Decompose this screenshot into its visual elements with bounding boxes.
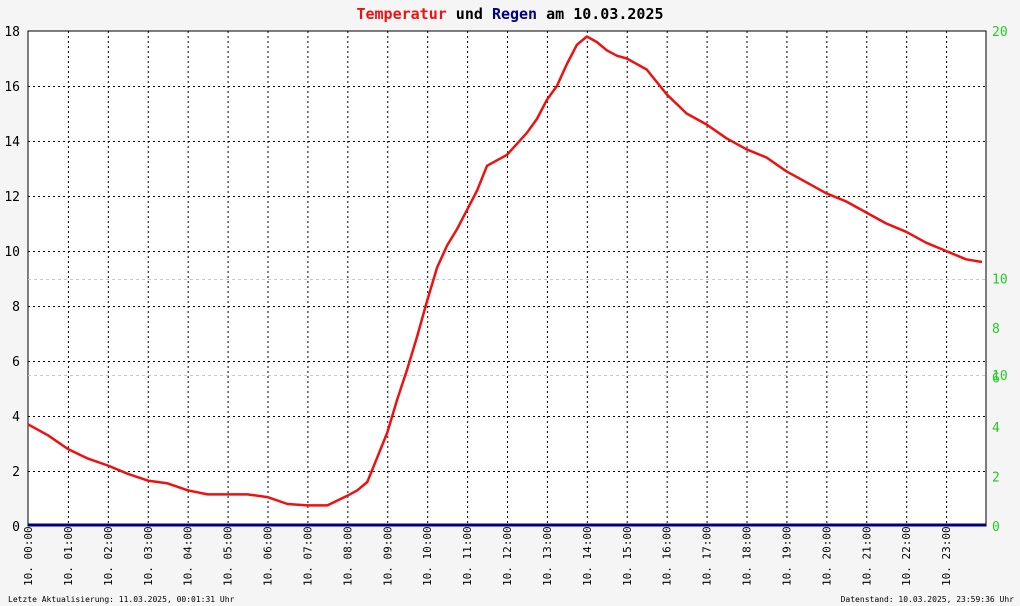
title-regen: Regen	[492, 5, 537, 23]
x-tick-label: 10. 07:00	[301, 526, 314, 586]
x-tick-label: 10. 23:00	[940, 526, 953, 586]
x-tick-label: 10. 15:00	[621, 526, 634, 586]
x-tick-label: 10. 04:00	[182, 526, 195, 586]
y-left-tick-label: 14	[4, 135, 20, 150]
y-right-tick-label: 10	[992, 369, 1008, 384]
x-tick-label: 10. 18:00	[741, 526, 754, 586]
y-left-tick-label: 10	[4, 245, 20, 260]
y-right-tick-label: 8	[992, 322, 1000, 337]
y-left-tick-label: 0	[12, 520, 20, 535]
chart-title: Temperatur und Regen am 10.03.2025	[356, 5, 663, 23]
title-temperatur: Temperatur	[356, 5, 446, 23]
title-date: am 10.03.2025	[537, 5, 663, 23]
x-tick-label: 10. 13:00	[541, 526, 554, 586]
x-tick-label: 10. 19:00	[780, 526, 793, 586]
grid	[28, 31, 986, 526]
y-left-tick-label: 2	[12, 465, 20, 480]
y-right-tick-label: 2	[992, 471, 1000, 486]
y-right-tick-label: 20	[992, 25, 1008, 40]
footer-right: Datenstand: 10.03.2025, 23:59:36 Uhr	[841, 595, 1015, 604]
y-left-tick-label: 18	[4, 25, 20, 40]
plot-area	[27, 30, 987, 527]
x-tick-label: 10. 03:00	[142, 526, 155, 586]
x-tick-label: 10. 00:00	[22, 526, 35, 586]
y-left-tick-label: 16	[4, 80, 20, 95]
x-tick-label: 10. 01:00	[62, 526, 75, 586]
y-left-tick-label: 6	[12, 355, 20, 370]
x-tick-label: 10. 17:00	[701, 526, 714, 586]
x-tick-label: 10. 02:00	[102, 526, 115, 586]
y-axis-left: 0 2 4 6 8 10 12 14 16 18	[4, 25, 20, 535]
x-tick-label: 10. 16:00	[661, 526, 674, 586]
x-tick-label: 10. 06:00	[262, 526, 275, 586]
y-left-tick-label: 8	[12, 300, 20, 315]
x-tick-label: 10. 05:00	[222, 526, 235, 586]
footer-left: Letzte Aktualisierung: 11.03.2025, 00:01…	[8, 595, 235, 604]
y-right-tick-label: 6	[992, 372, 1000, 387]
y-left-tick-label: 12	[4, 190, 20, 205]
title-und: und	[447, 5, 492, 23]
x-tick-label: 10. 11:00	[461, 526, 474, 586]
x-tick-label: 10. 09:00	[381, 526, 394, 586]
x-tick-label: 10. 14:00	[581, 526, 594, 586]
x-tick-label: 10. 12:00	[501, 526, 514, 586]
y-right-tick-label: 0	[992, 520, 1000, 535]
y-left-tick-label: 4	[12, 410, 20, 425]
x-tick-label: 10. 08:00	[341, 526, 354, 586]
temperature-line	[27, 35, 983, 507]
x-tick-label: 10. 20:00	[820, 526, 833, 586]
y-axis-right: 0 2 4 6 8 10 10 20	[992, 25, 1008, 535]
series-layer	[27, 35, 986, 527]
x-tick-label: 10. 22:00	[900, 526, 913, 586]
y-right-tick-label: 4	[992, 421, 1000, 436]
x-tick-label: 10. 10:00	[421, 526, 434, 586]
x-axis: 10. 00:00 10. 01:00 10. 02:00 10. 03:00 10. …	[22, 526, 953, 586]
x-tick-label: 10. 21:00	[860, 526, 873, 586]
y-right-tick-label: 10	[992, 273, 1008, 288]
